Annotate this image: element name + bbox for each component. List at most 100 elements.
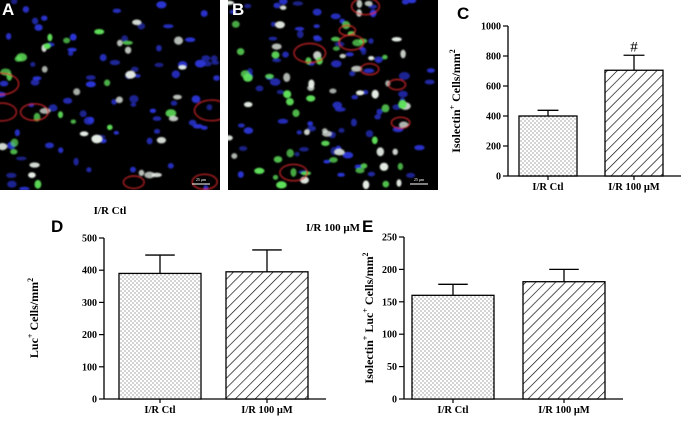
isolectin-vessel <box>19 103 49 122</box>
luc-cell <box>275 21 285 29</box>
luc-cell <box>138 169 145 176</box>
nucleus <box>365 130 374 138</box>
luc-cell <box>339 53 346 59</box>
nucleus <box>313 24 320 29</box>
luc-cell <box>300 171 312 176</box>
luc-cell <box>265 73 274 79</box>
panel-letter-b: B <box>232 0 245 19</box>
luc-cell <box>376 147 384 157</box>
nucleus <box>171 70 180 79</box>
luc-cell <box>398 99 407 109</box>
nucleus <box>270 21 277 27</box>
micrograph-ir-ctl-cells: 25 μm <box>0 0 220 190</box>
nucleus <box>113 130 120 135</box>
nucleus <box>376 108 383 115</box>
nucleus <box>414 145 425 151</box>
y-axis-label: Isolectin+ Cells/mm2 <box>448 49 463 153</box>
y-tick-label: 200 <box>82 330 97 341</box>
y-axis-label: Isolectin+ Luc+ Cells/mm2 <box>361 252 376 383</box>
isolectin-vessel <box>359 62 380 76</box>
cell-layer <box>228 0 435 190</box>
y-tick-label: 200 <box>486 142 501 153</box>
nucleus <box>121 35 128 43</box>
luc-cell <box>34 179 42 189</box>
luc-cell <box>73 88 81 96</box>
nucleus <box>239 146 248 151</box>
luc-cell <box>39 108 51 114</box>
luc-cell <box>355 167 365 174</box>
luc-cell <box>91 134 103 144</box>
luc-cell <box>173 94 182 100</box>
y-tick-label: 0 <box>496 172 501 183</box>
luc-cell <box>122 40 133 45</box>
nucleus <box>45 142 54 149</box>
nucleus <box>15 156 27 161</box>
cell-layer <box>0 0 220 190</box>
nucleus <box>192 124 204 129</box>
nucleus <box>330 13 341 20</box>
luc-cell <box>360 163 368 169</box>
bar <box>118 272 202 400</box>
nucleus <box>296 130 302 135</box>
nucleus <box>202 60 212 67</box>
luc-cell <box>178 65 187 70</box>
nucleus <box>338 127 345 133</box>
luc-cell <box>271 43 282 50</box>
nucleus <box>349 70 356 77</box>
significance-marker: # <box>630 39 638 55</box>
x-tick-label: I/R Ctl <box>437 405 468 416</box>
chart-e-isolectin-luc-cells: 0 50 100 150 200 250 I/R Ctl I/R 100 μM Isolecti… <box>361 233 623 416</box>
x-tick-label: I/R Ctl <box>144 405 175 416</box>
nucleus <box>374 114 381 120</box>
luc-cell <box>304 129 310 136</box>
x-tick-label: I/R 100 μM <box>608 182 660 193</box>
nucleus <box>86 81 96 88</box>
luc-cell <box>231 20 240 28</box>
nucleus <box>276 89 284 95</box>
nucleus <box>312 8 322 16</box>
panel-letter-e: E <box>362 217 374 236</box>
nucleus <box>368 38 374 44</box>
nucleus <box>282 51 289 58</box>
isolectin-vessel <box>387 78 407 91</box>
luc-cell <box>306 95 316 102</box>
luc-cell <box>334 148 345 156</box>
luc-cell <box>379 162 389 171</box>
y-tick-label: 100 <box>382 330 397 341</box>
luc-cell <box>115 96 123 104</box>
nucleus <box>85 75 96 80</box>
bar <box>604 69 664 177</box>
micrograph-caption-ir-100um: I/R 100 μM <box>306 222 360 234</box>
y-tick-label: 0 <box>92 395 97 406</box>
luc-cell <box>104 79 111 87</box>
nucleus <box>149 108 157 114</box>
luc-cell <box>14 56 23 62</box>
x-tick-label: I/R Ctl <box>532 182 563 193</box>
nucleus <box>398 72 410 80</box>
nucleus <box>22 6 30 13</box>
luc-cell <box>273 156 283 163</box>
y-tick-label: 250 <box>382 233 397 244</box>
isolectin-vessel <box>193 99 220 122</box>
y-tick-label: 1000 <box>481 22 501 33</box>
luc-cell <box>10 149 18 155</box>
y-tick-label: 200 <box>382 265 397 276</box>
nucleus <box>237 171 244 178</box>
nucleus <box>210 55 218 62</box>
nucleus <box>342 151 354 159</box>
nucleus <box>273 2 281 9</box>
y-tick-label: 500 <box>82 234 97 245</box>
nucleus <box>134 74 141 78</box>
nucleus <box>79 110 87 118</box>
nucleus <box>88 116 95 123</box>
y-tick-label: 100 <box>82 362 97 373</box>
isolectin-vessel <box>191 173 218 190</box>
nucleus <box>363 68 375 73</box>
nucleus <box>185 37 196 42</box>
y-tick-label: 800 <box>486 52 501 63</box>
luc-cell <box>351 65 363 72</box>
nucleus <box>131 66 139 73</box>
y-tick-label: 50 <box>387 362 397 373</box>
nucleus <box>307 121 314 126</box>
nucleus <box>350 118 357 127</box>
